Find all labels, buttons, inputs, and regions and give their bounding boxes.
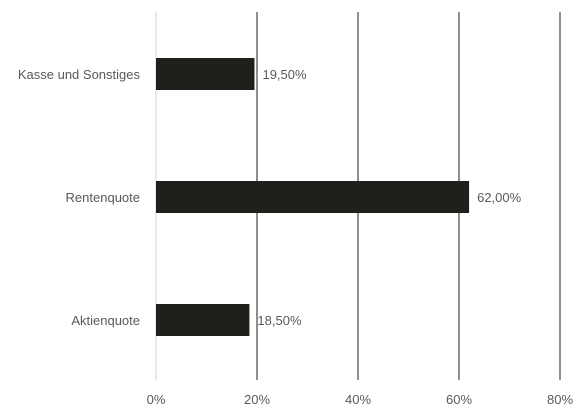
category-label-2: Aktienquote — [71, 313, 140, 328]
x-tick-label-0: 0% — [147, 392, 166, 407]
data-labels: 19,50% 62,00% 18,50% — [257, 67, 521, 328]
x-tick-label-60: 60% — [446, 392, 472, 407]
data-label-2: 18,50% — [257, 313, 302, 328]
category-label-1: Rentenquote — [66, 190, 140, 205]
bar-0 — [156, 58, 255, 90]
bar-2 — [156, 304, 250, 336]
x-tick-label-80: 80% — [547, 392, 573, 407]
bar-series — [156, 58, 470, 336]
category-label-0: Kasse und Sonstiges — [18, 67, 141, 82]
data-label-0: 19,50% — [262, 67, 307, 82]
value-axis: 0% 20% 40% 60% 80% — [147, 392, 574, 407]
data-label-1: 62,00% — [477, 190, 522, 205]
x-tick-label-40: 40% — [345, 392, 371, 407]
category-axis: Kasse und Sonstiges Rentenquote Aktienquot… — [18, 67, 141, 328]
bar-1 — [156, 181, 470, 213]
x-tick-label-20: 20% — [244, 392, 270, 407]
